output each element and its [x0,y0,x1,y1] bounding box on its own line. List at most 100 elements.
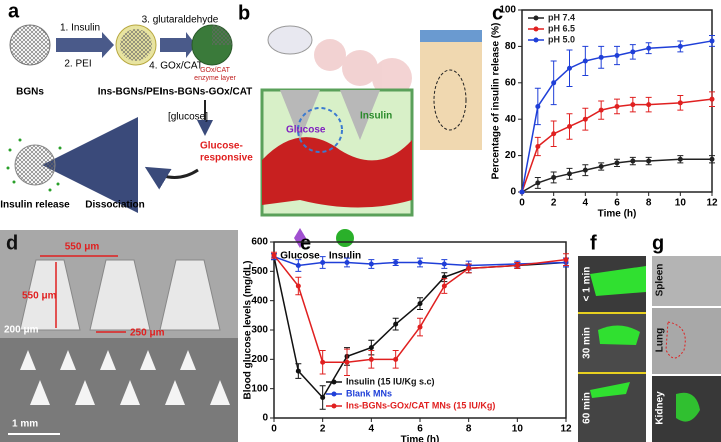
arrow [102,32,114,58]
arrow [186,32,196,58]
fluorescence [676,392,700,422]
y-tick-label: 400 [251,295,268,306]
skin [420,30,482,150]
marker [646,158,652,164]
marker [614,103,620,109]
x-tick-label: 2 [551,198,557,209]
x-tick-label: 6 [614,198,620,209]
time-label: < 1 min [582,267,593,302]
legend-marker [533,26,539,32]
step: 3. glutaraldehyde [142,15,219,26]
caption: Ins-BGNs-GOx/CAT [160,87,253,98]
panel-a: a 1. Insulin 2. PEI 3. glutaraldehyde 4.… [0,0,253,213]
step: 4. GOx/CAT [149,61,203,72]
marker [567,123,572,129]
marker [709,38,715,44]
needle [280,90,380,140]
y-tick-label: 20 [505,150,517,161]
marker [271,252,277,258]
marker [344,260,350,266]
y-tick-label: 80 [505,41,517,52]
note: Glucose- [200,141,243,152]
y-tick-label: 200 [251,354,268,365]
dimension-label: 250 μm [130,328,165,339]
marker [630,158,636,164]
caption: Insulin release [0,200,70,211]
time-label: 30 min [582,327,593,359]
marker [614,160,620,166]
x-axis-label: Time (h) [401,435,440,442]
x-tick-label: 8 [646,198,652,209]
marker [320,394,326,400]
marker [466,265,472,271]
cycle [297,107,343,153]
dimension-label: 550 μm [65,242,100,253]
caption: Ins-BGNs/PEI [98,87,163,98]
marker [295,262,301,268]
legend-text: Insulin (15 IU/Kg s.c) [346,376,435,386]
particle [212,25,232,45]
caption: Dissociation [85,200,144,211]
marker [320,260,326,266]
marker [582,58,588,64]
image [578,374,646,442]
y-tick-label: 100 [251,383,268,394]
legend-text: pH 7.4 [548,12,575,22]
x-tick-label: 4 [369,424,375,435]
x-tick-label: 12 [560,424,572,435]
legend-text: pH 6.5 [548,23,575,33]
marker [417,260,423,266]
marker [582,167,588,173]
fluorescence [598,325,640,345]
legend-text: pH 5.0 [548,34,575,44]
marker [677,156,683,162]
x-tick-label: 0 [519,198,525,209]
marker [567,65,572,71]
x-tick-label: 4 [583,198,589,209]
panel-d: d 550 μm 550 μm 200 μm 250 μm 1 mm [0,230,238,442]
marker [551,174,557,180]
marker [514,262,520,268]
glucose-icon [294,228,306,248]
x-tick-label: 2 [320,424,326,435]
marker [441,283,447,289]
insulin-dots [6,138,62,192]
image [652,308,721,374]
marker [567,171,572,177]
marker [417,301,423,307]
note: [glucose] [168,112,208,123]
marker [535,180,541,186]
marker [295,283,301,289]
marker [368,356,374,362]
marker [417,324,423,330]
y-tick-label: 40 [505,114,517,125]
scale-label: 1 mm [12,419,38,430]
step: 1. Insulin [60,23,100,34]
y-tick-label: 60 [505,77,517,88]
step: 2. PEI [64,59,91,70]
panel-g: g Spleen Lung Kidney [652,232,721,442]
panel-b: b Glucose Insulin Glucose Insulin [238,2,482,262]
panel-f: f < 1 min 30 min 60 min [578,232,646,442]
vessel [262,137,412,208]
insulin-icon [336,229,354,247]
dimension-label: 550 μm [22,291,57,302]
fluorescence [590,266,646,296]
marker [393,260,399,266]
zoom [433,69,467,131]
x-tick-label: 6 [417,424,423,435]
marker [393,356,399,362]
legend-text: Ins-BGNs-GOx/CAT MNs (15 IU/Kg) [346,400,495,410]
organ-label: Lung [655,328,666,352]
marker [368,261,374,267]
marker [582,116,588,122]
y-tick-label: 0 [262,413,268,424]
legend-marker [331,403,337,409]
marker [441,261,447,267]
x-tick-label: 10 [675,198,687,209]
outline [665,321,686,359]
marker [677,100,683,106]
note: GOx/CAT [200,67,231,74]
y-axis-label: Blood glucose levels (mg/dL) [243,261,254,400]
